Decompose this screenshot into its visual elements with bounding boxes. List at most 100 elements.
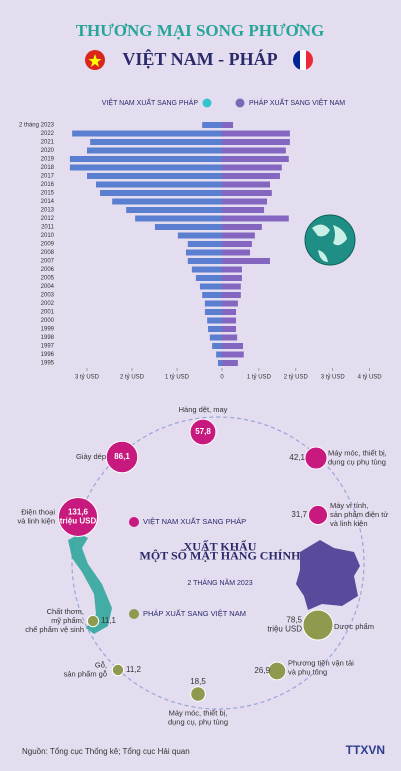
- bar: [209, 334, 222, 341]
- year-label: 2 tháng 2023: [19, 123, 55, 129]
- bar: [207, 317, 222, 324]
- bubble: [302, 609, 334, 641]
- bar: [222, 309, 237, 315]
- bar: [186, 249, 222, 256]
- bar: [222, 190, 272, 196]
- bar: [135, 215, 222, 222]
- bar: [222, 266, 242, 273]
- flag-fr: [293, 50, 313, 70]
- legend-label: PHÁP XUẤT SANG VIỆT NAM: [143, 608, 246, 618]
- x-tick-label: 2 tỷ USD: [120, 374, 145, 381]
- bar: [100, 190, 222, 196]
- year-label: 1995: [41, 361, 55, 367]
- legend-dot: [235, 98, 245, 108]
- bubble: [190, 686, 206, 702]
- bar: [222, 173, 280, 179]
- legend-label: VIỆT NAM XUẤT SANG PHÁP: [102, 97, 199, 107]
- item-label: Dược phẩm: [334, 622, 374, 631]
- bar: [222, 351, 244, 358]
- bar: [187, 258, 222, 264]
- bar: [222, 232, 255, 239]
- map-france: [296, 540, 360, 610]
- ring: [71, 416, 365, 710]
- year-label: 1996: [41, 352, 55, 358]
- map-vietnam: [68, 534, 112, 634]
- item-label: Máy vi tính, sản phẩm điện tử và linh kiện: [330, 501, 388, 528]
- bar: [212, 343, 222, 349]
- bar: [208, 326, 222, 332]
- bar: [126, 207, 222, 213]
- year-label: 2004: [41, 284, 55, 290]
- center-subtitle: 2 THÁNG NĂM 2023: [187, 578, 252, 587]
- bar: [222, 122, 234, 128]
- bar: [222, 130, 290, 137]
- x-tick-label: 3 tỷ USD: [321, 374, 346, 381]
- bar: [222, 147, 286, 154]
- year-label: 2007: [41, 259, 55, 265]
- bar: [222, 207, 265, 213]
- year-label: 2009: [41, 242, 55, 248]
- year-label: 2016: [41, 182, 55, 188]
- value-label: 31,7: [291, 510, 307, 519]
- bar: [216, 351, 222, 358]
- year-label: 2005: [41, 276, 55, 282]
- year-label: 2003: [41, 293, 55, 299]
- bubble: [111, 663, 125, 677]
- bar: [222, 249, 251, 256]
- bar: [222, 198, 268, 205]
- bar: [222, 292, 241, 298]
- bar: [222, 241, 252, 247]
- item-label: Giày dép: [76, 452, 106, 461]
- year-label: 2001: [41, 310, 55, 316]
- item-label: Máy móc, thiết bị, dụng cụ phụ tùng: [328, 448, 387, 466]
- x-tick-label: 1 tỷ USD: [165, 374, 190, 381]
- year-label: 2002: [41, 301, 55, 307]
- bar: [87, 147, 222, 154]
- year-label: 2008: [41, 250, 55, 256]
- bar: [87, 173, 222, 179]
- value-label: 26,9: [254, 666, 270, 675]
- bar: [222, 317, 237, 324]
- subtitle: VIỆT NAM - PHÁP: [122, 48, 277, 69]
- x-tick-label: 2 tỷ USD: [284, 374, 309, 381]
- value-label: 11,2: [126, 665, 142, 674]
- bar: [204, 300, 222, 307]
- logo: TTXVN: [346, 743, 385, 757]
- x-tick-label: 0: [220, 375, 224, 381]
- bar: [72, 130, 223, 137]
- year-label: 2015: [41, 191, 55, 197]
- year-label: 2006: [41, 267, 55, 273]
- value-label: 42,1: [289, 453, 305, 462]
- year-label: 2000: [41, 318, 55, 324]
- legend-dot: [129, 609, 139, 619]
- bar: [204, 309, 222, 315]
- year-label: 2012: [41, 216, 55, 222]
- year-label: 1997: [41, 344, 55, 350]
- value-label: 11,1: [101, 616, 117, 625]
- year-label: 2010: [41, 233, 55, 239]
- item-label: Hàng dệt, may: [179, 405, 228, 414]
- year-label: 2013: [41, 208, 55, 214]
- value-label-inside: 86,1: [114, 452, 130, 461]
- bar: [222, 300, 238, 307]
- bar: [191, 266, 222, 273]
- bubble: [105, 440, 139, 474]
- bar: [217, 360, 222, 366]
- x-tick-label: 3 tỷ USD: [75, 374, 100, 381]
- center-title: XUẤT KHẨU MỘT SỐ MẶT HÀNG CHÍNH: [140, 538, 302, 562]
- x-tick-label: 1 tỷ USD: [247, 374, 272, 381]
- bar: [222, 334, 238, 341]
- bar: [222, 343, 244, 349]
- bubble: [189, 418, 217, 446]
- source: Nguồn: Tổng cục Thống kê; Tổng cục Hải q…: [22, 747, 190, 756]
- item-label: Điện thoại và linh kiện: [17, 507, 55, 525]
- legend-label: PHÁP XUẤT SANG VIỆT NAM: [249, 97, 345, 107]
- value-label: 78,5 triệu USD: [267, 616, 302, 634]
- bar: [154, 224, 222, 230]
- legend-label: VIỆT NAM XUẤT SANG PHÁP: [143, 516, 246, 526]
- bubble: [267, 661, 287, 681]
- bubble: [304, 446, 328, 470]
- legend-dot: [129, 517, 139, 527]
